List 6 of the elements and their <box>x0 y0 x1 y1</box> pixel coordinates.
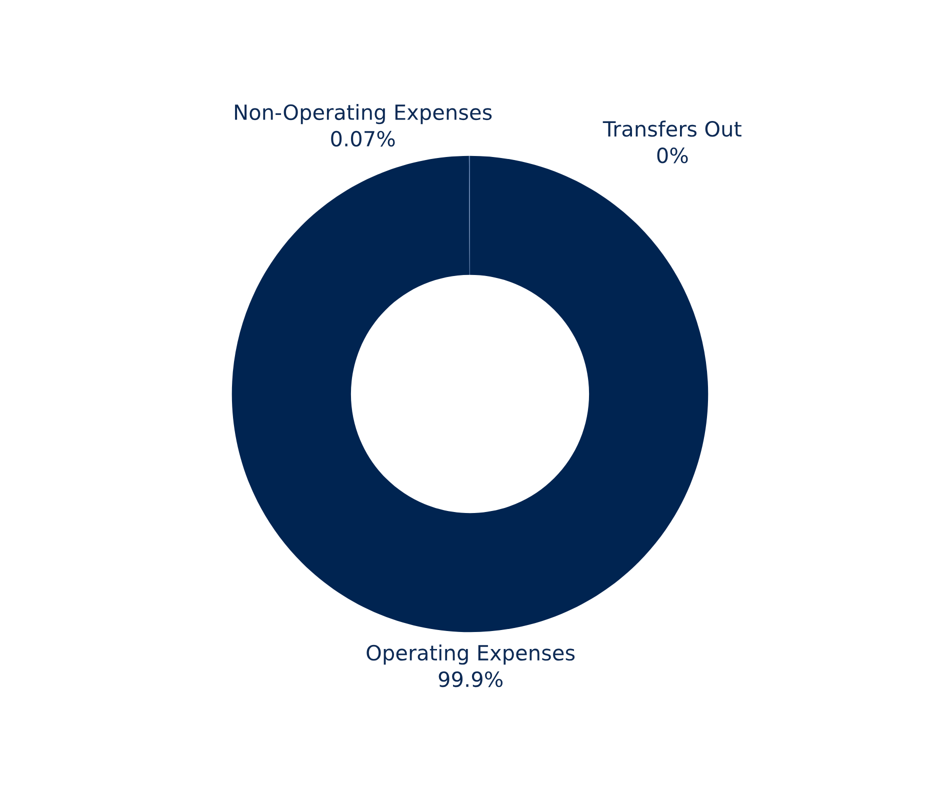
data-label: 99.9% <box>438 671 503 688</box>
text: 0% <box>657 147 688 164</box>
data-label: 0.07% <box>331 130 395 147</box>
category-label: Transfers Out <box>602 120 742 137</box>
slice-label: Operating Expenses <box>366 644 575 665</box>
slice-label: Non-Operating Expenses <box>235 104 492 124</box>
